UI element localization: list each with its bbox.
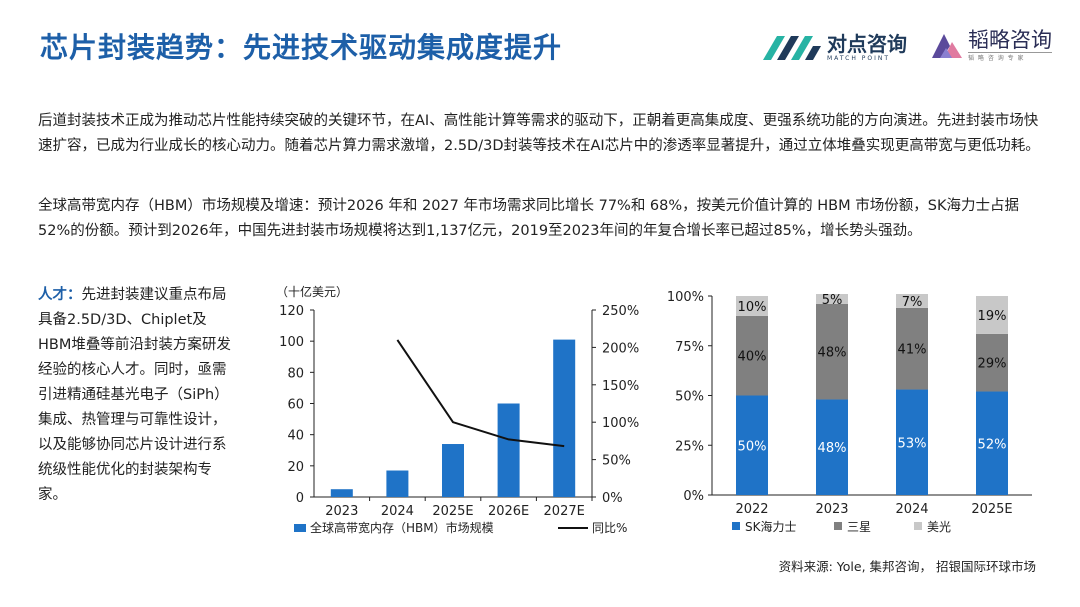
bar-美光-2022 — [736, 296, 768, 316]
y-left-tick-label: 60 — [287, 398, 304, 413]
data-label-美光-2024: 7% — [902, 295, 923, 310]
bar-美光-2024 — [896, 294, 928, 308]
y-left-tick-label: 20 — [287, 460, 304, 475]
hbm-share-chart: 0% 25% 50% 75% 100% 50% 40% 10% 2022 48% 48% 5% 2023… — [667, 290, 1032, 534]
talent-label: 人才： — [38, 287, 82, 303]
bar-三星-2023 — [816, 303, 848, 400]
y-tick-label: 0% — [683, 489, 704, 504]
y-tick-label: 50% — [675, 390, 704, 405]
bar-SK海力士-2025E — [976, 391, 1008, 495]
y-tick-label: 25% — [675, 439, 704, 454]
talent-note: 人才：先进封装建议重点布局具备2.5D/3D、Chiplet及HBM堆叠等前沿封… — [38, 283, 238, 508]
page-title: 芯片封装趋势：先进技术驱动集成度提升 — [40, 31, 563, 64]
data-label-SK海力士-2024: 53% — [898, 436, 927, 451]
data-label-SK海力士-2023: 48% — [818, 441, 847, 456]
data-label-SK海力士-2025E: 52% — [978, 437, 1007, 452]
x-tick-label: 2026E — [488, 504, 529, 519]
y-tick-label: 75% — [675, 340, 704, 355]
bar-hbm-2024 — [386, 470, 409, 497]
legend-swatch-SK海力士 — [732, 522, 740, 530]
data-label-三星-2022: 40% — [738, 350, 767, 365]
matchpoint-logo-text: 对点咨询 — [827, 31, 907, 56]
data-label-SK海力士-2022: 50% — [738, 439, 767, 454]
line-yoy — [396, 339, 565, 448]
unit-label: （十亿美元） — [276, 284, 348, 299]
y-right-tick-label: 200% — [602, 341, 639, 356]
bar-SK海力士-2022 — [736, 395, 768, 495]
y-right-tick-label: 250% — [602, 304, 639, 319]
bar-SK海力士-2023 — [816, 399, 848, 495]
talent-text: 先进封装建议重点布局具备2.5D/3D、Chiplet及HBM堆叠等前沿封装方案… — [38, 287, 231, 503]
intro-paragraph: 后道封装技术正成为推动芯片性能持续突破的关键环节，在AI、高性能计算等需求的驱动… — [38, 113, 1040, 154]
source-note: 资料来源: Yole, 集邦咨询， 招银国际环球市场 — [778, 559, 1036, 574]
bar-hbm-2026E — [497, 403, 520, 497]
x-tick-label: 2023 — [325, 504, 358, 519]
data-label-三星-2023: 48% — [818, 346, 847, 361]
bar-hbm-2023 — [330, 489, 353, 497]
taolue-logo-icon — [932, 34, 962, 58]
bar-三星-2024 — [896, 307, 928, 390]
data-label-三星-2025E: 29% — [978, 357, 1007, 372]
legend-label-SK海力士: SK海力士 — [745, 519, 797, 534]
data-label-美光-2025E: 19% — [978, 309, 1007, 324]
y-left-tick-label: 80 — [287, 366, 304, 381]
x-tick-label: 2023 — [815, 502, 848, 517]
legend-label-三星: 三星 — [847, 520, 871, 534]
taolue-logo-text: 韬略咨询 — [968, 28, 1052, 52]
x-tick-label: 2025E — [971, 502, 1012, 517]
x-tick-label: 2025E — [432, 504, 473, 519]
data-label-三星-2024: 41% — [898, 343, 927, 358]
bar-三星-2022 — [736, 315, 768, 396]
legend-label-hbm: 全球高带宽内存（HBM）市场规模 — [310, 520, 494, 535]
legend-swatch-美光 — [914, 522, 922, 530]
y-left-tick-label: 100 — [279, 335, 304, 350]
x-tick-label: 2022 — [735, 502, 768, 517]
matchpoint-logo-icon — [763, 36, 821, 60]
taolue-logo: 韬略咨询 韬 略 咨 询 专 家 — [930, 28, 1052, 62]
legend-swatch-hbm — [294, 524, 306, 532]
bar-美光-2023 — [816, 294, 848, 304]
legend-label-yoy: 同比% — [592, 521, 627, 535]
x-tick-label: 2024 — [895, 502, 928, 517]
y-left-tick-label: 120 — [279, 304, 304, 319]
y-right-tick-label: 150% — [602, 379, 639, 394]
x-tick-label: 2027E — [544, 504, 585, 519]
bar-三星-2025E — [976, 333, 1008, 392]
bar-hbm-2027E — [553, 339, 576, 497]
legend-swatch-三星 — [834, 522, 842, 530]
y-right-tick-label: 100% — [602, 416, 639, 431]
y-left-tick-label: 0 — [296, 491, 304, 506]
bar-美光-2025E — [976, 296, 1008, 334]
y-right-tick-label: 50% — [602, 454, 631, 469]
y-left-tick-label: 40 — [287, 429, 304, 444]
matchpoint-logo: 对点咨询 MATCH POINT — [763, 30, 907, 64]
bar-SK海力士-2024 — [896, 389, 928, 495]
data-label-美光-2023: 5% — [822, 293, 843, 308]
matchpoint-logo-en: MATCH POINT — [827, 54, 891, 62]
taolue-logo-sub: 韬 略 咨 询 专 家 — [968, 52, 1052, 62]
hbm-paragraph: 全球高带宽内存（HBM）市场规模及增速：预计2026 年和 2027 年市场需求… — [38, 198, 1019, 239]
y-tick-label: 100% — [667, 290, 704, 305]
hbm-market-chart: （十亿美元） 0 20 40 60 80 100 120 0% 50% 100% 150% 200% 25… — [276, 284, 639, 535]
data-label-美光-2022: 10% — [738, 300, 767, 315]
x-tick-label: 2024 — [381, 504, 414, 519]
y-right-tick-label: 0% — [602, 491, 623, 506]
bar-hbm-2025E — [442, 444, 464, 497]
legend-label-美光: 美光 — [927, 520, 951, 534]
